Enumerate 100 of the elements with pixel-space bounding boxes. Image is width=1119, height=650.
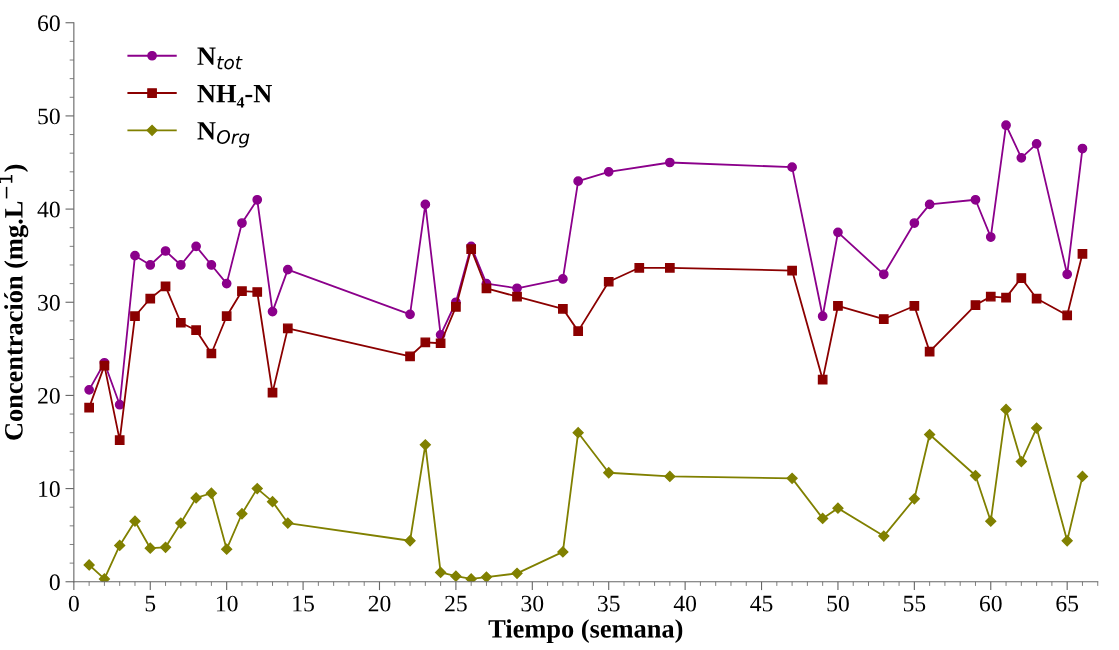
- point: [603, 467, 615, 479]
- point: [832, 502, 844, 514]
- point: [969, 469, 982, 482]
- x-tick-label: 5: [145, 595, 156, 612]
- point: [160, 246, 171, 256]
- point: [985, 232, 996, 242]
- point: [634, 262, 645, 273]
- point: [205, 487, 217, 499]
- point: [1077, 143, 1088, 154]
- point: [833, 301, 843, 311]
- legend-label: N$_{Org}$: [197, 122, 250, 148]
- point: [405, 309, 415, 320]
- point: [191, 325, 201, 336]
- point: [145, 260, 156, 270]
- legend-label: NH₄-N: [197, 84, 272, 108]
- point: [252, 287, 263, 297]
- y-tick-label: 60: [38, 15, 60, 32]
- point: [817, 512, 829, 525]
- point: [267, 306, 278, 317]
- point: [1000, 403, 1012, 415]
- point: [130, 311, 140, 322]
- x-tick-label: 40: [673, 595, 697, 612]
- point: [1076, 470, 1089, 483]
- x-tick-label: 35: [598, 595, 620, 612]
- legend-label: N$_{tot}$: [197, 47, 243, 70]
- point: [481, 283, 492, 294]
- point: [175, 517, 187, 529]
- point: [573, 326, 584, 336]
- point: [970, 194, 981, 205]
- point: [603, 276, 614, 287]
- x-tick-label: 15: [293, 595, 314, 612]
- point: [1001, 120, 1011, 131]
- y-tick-label: 20: [38, 387, 60, 404]
- point: [558, 303, 568, 314]
- point: [985, 515, 997, 527]
- x-tick-label: 60: [979, 595, 1002, 612]
- point: [512, 291, 522, 302]
- point: [236, 508, 248, 520]
- point: [190, 492, 202, 504]
- x-tick-label: 25: [445, 595, 467, 612]
- x-tick-label: 55: [903, 595, 926, 612]
- point: [1062, 269, 1073, 280]
- point: [664, 470, 676, 483]
- point: [282, 264, 293, 275]
- point: [175, 260, 186, 270]
- point: [237, 286, 247, 296]
- y-tick-label: 0: [49, 574, 60, 591]
- point: [266, 496, 279, 508]
- point: [1061, 535, 1073, 547]
- point: [480, 571, 493, 582]
- point: [130, 250, 140, 261]
- point: [145, 293, 156, 304]
- point: [908, 493, 920, 505]
- point: [419, 439, 431, 451]
- x-tick-label: 0: [68, 595, 79, 612]
- point: [282, 517, 294, 529]
- point: [251, 482, 263, 495]
- x-tick-label: 20: [368, 595, 391, 612]
- point: [221, 311, 232, 322]
- point: [206, 260, 217, 270]
- point: [924, 199, 935, 210]
- point: [451, 302, 461, 312]
- point: [572, 427, 584, 439]
- point: [787, 162, 797, 173]
- point: [221, 278, 232, 289]
- point: [817, 374, 828, 385]
- point: [909, 301, 920, 311]
- point: [557, 546, 569, 558]
- point: [786, 472, 798, 484]
- point: [420, 337, 431, 348]
- point: [1077, 248, 1088, 259]
- x-tick-label: 10: [216, 595, 238, 612]
- x-tick-label: 30: [521, 595, 544, 612]
- point: [558, 274, 568, 284]
- point: [787, 265, 797, 276]
- point: [465, 573, 477, 582]
- x-tick-label: 50: [827, 595, 849, 612]
- point: [603, 166, 614, 177]
- y-tick-label: 30: [38, 294, 60, 311]
- point: [404, 535, 416, 547]
- point: [420, 199, 431, 210]
- point: [1031, 422, 1043, 434]
- point: [159, 541, 172, 553]
- point: [878, 530, 890, 542]
- point: [664, 262, 675, 273]
- point: [114, 539, 126, 552]
- point: [985, 291, 996, 302]
- point: [435, 338, 446, 349]
- point: [1062, 310, 1073, 321]
- point: [573, 176, 584, 186]
- point: [511, 567, 523, 579]
- point: [878, 314, 889, 324]
- point: [191, 241, 201, 252]
- point: [83, 559, 95, 571]
- point: [1016, 152, 1027, 163]
- point: [833, 227, 843, 238]
- x-tick-label: 65: [1056, 595, 1079, 612]
- x-tick-label: 45: [750, 595, 773, 612]
- point: [144, 542, 156, 554]
- point: [1031, 139, 1042, 149]
